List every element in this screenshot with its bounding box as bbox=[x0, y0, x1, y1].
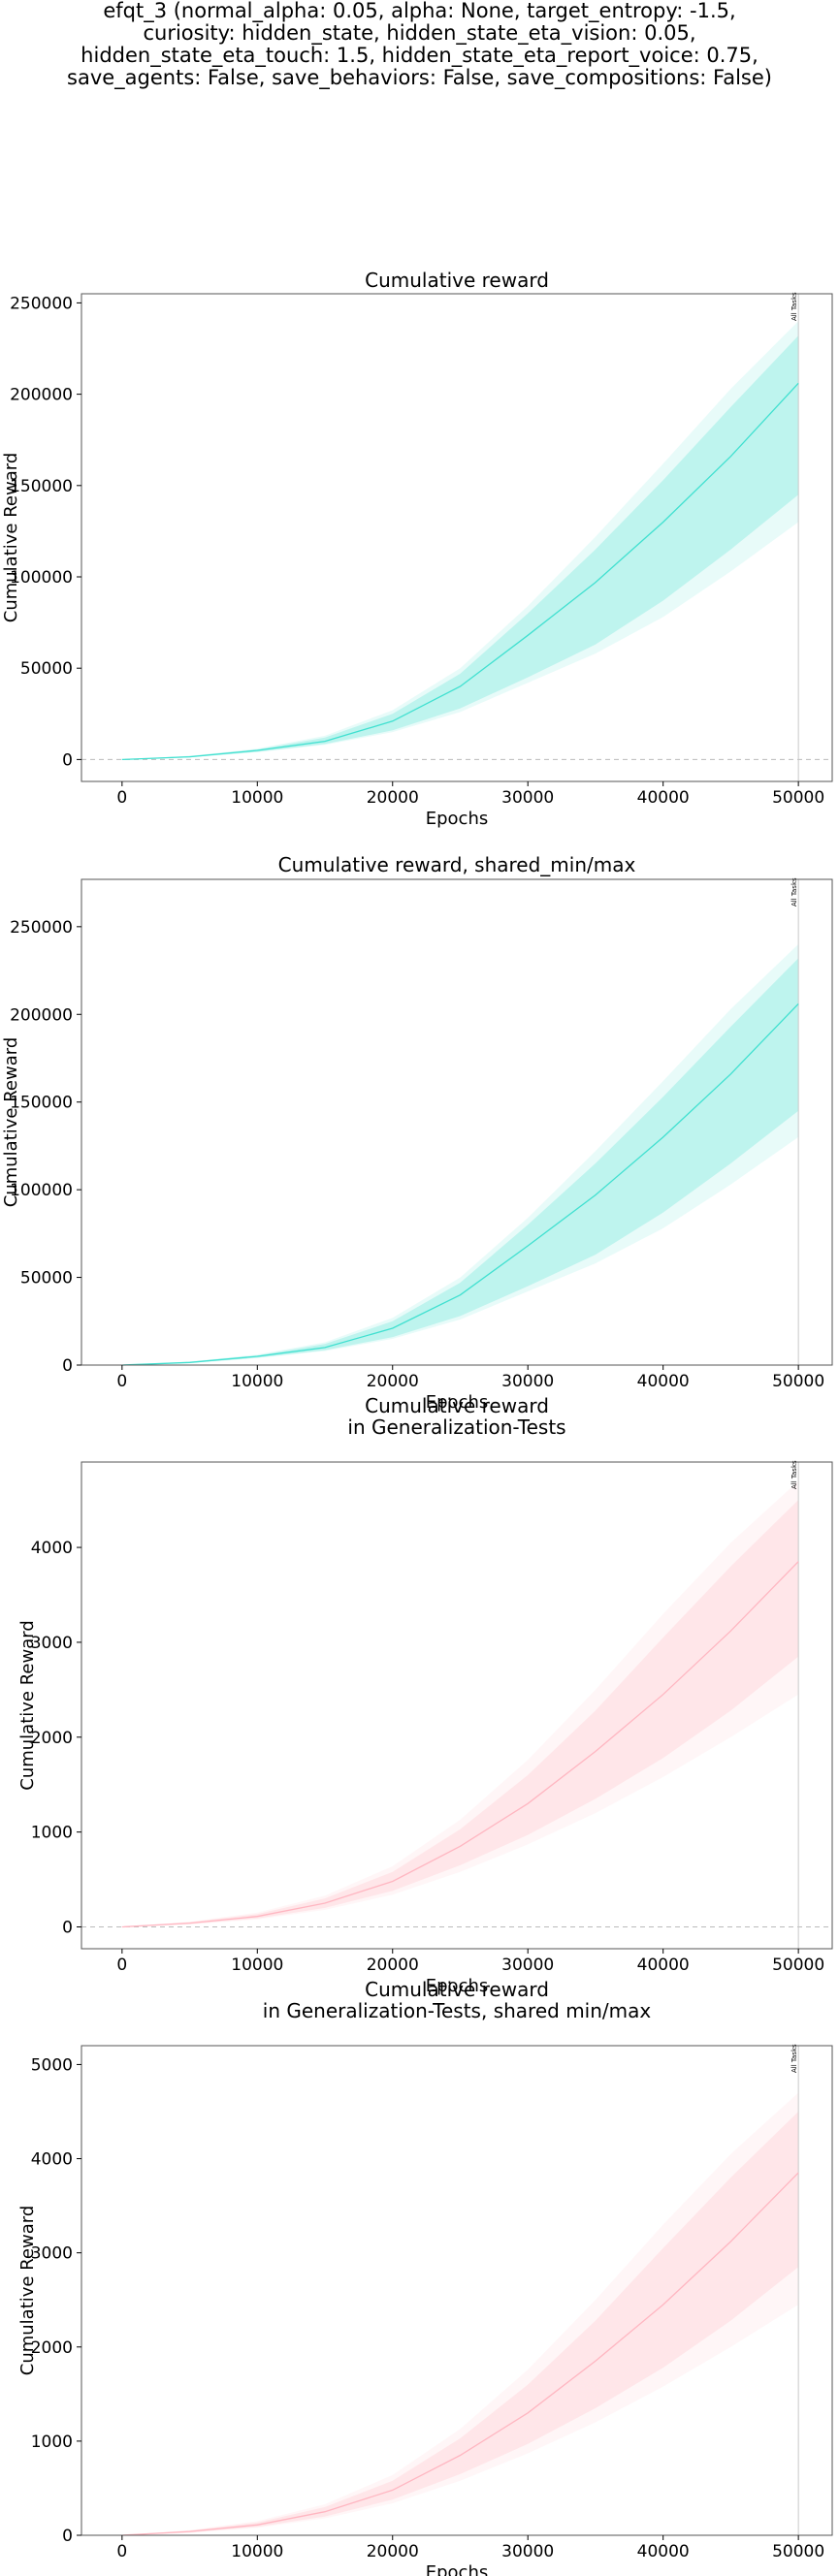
mean-line bbox=[121, 1002, 799, 1366]
minmax-band bbox=[121, 2092, 799, 2535]
x-tick-label: 0 bbox=[116, 1956, 127, 1975]
std-band bbox=[121, 958, 799, 1365]
x-tick-label: 40000 bbox=[637, 1372, 690, 1391]
y-tick-label: 150000 bbox=[10, 477, 73, 496]
x-tick-label: 20000 bbox=[367, 1956, 419, 1975]
y-tick-label: 0 bbox=[62, 1918, 73, 1937]
figure-suptitle: efqt_3 (normal_alpha: 0.05, alpha: None,… bbox=[0, 0, 839, 89]
y-tick-label: 100000 bbox=[10, 1181, 73, 1200]
y-tick-label: 1000 bbox=[31, 2433, 73, 2452]
x-axis-label: Epochs bbox=[426, 1976, 489, 1996]
y-tick-label: 1000 bbox=[31, 1824, 73, 1843]
std-band bbox=[121, 1500, 799, 1927]
mean-line bbox=[121, 382, 799, 761]
y-tick-label: 150000 bbox=[10, 1094, 73, 1113]
x-tick-label: 40000 bbox=[637, 1956, 690, 1975]
x-tick-label: 0 bbox=[116, 1372, 127, 1391]
x-tick-label: 30000 bbox=[501, 1956, 554, 1975]
y-tick-label: 4000 bbox=[31, 2150, 73, 2170]
x-tick-label: 20000 bbox=[367, 788, 419, 808]
suptitle-line: hidden_state_eta_touch: 1.5, hidden_stat… bbox=[81, 44, 758, 67]
suptitle-line: curiosity: hidden_state, hidden_state_et… bbox=[143, 21, 696, 45]
x-tick-label: 30000 bbox=[501, 2542, 554, 2561]
x-axis-label: Epochs bbox=[426, 809, 489, 829]
plot-frame bbox=[81, 1461, 833, 1950]
chart-title: Cumulative reward bbox=[365, 269, 549, 292]
x-tick-label: 50000 bbox=[772, 1956, 824, 1975]
y-axis-label: Cumulative Reward bbox=[17, 1620, 38, 1791]
x-tick-label: 10000 bbox=[231, 1956, 283, 1975]
y-tick-label: 50000 bbox=[20, 659, 73, 679]
y-tick-label: 0 bbox=[62, 1356, 73, 1376]
chart-title: in Generalization-Tests bbox=[347, 1415, 565, 1439]
y-tick-label: 2000 bbox=[31, 1729, 73, 1748]
task-label: All Tasks bbox=[791, 2044, 798, 2073]
mean-line bbox=[121, 1561, 799, 1928]
chart-panel-4: All Tasks 0 10000 20000 30000 40000 50000 0 1000… bbox=[17, 1978, 833, 2576]
y-tick-label: 0 bbox=[62, 2527, 73, 2546]
task-label: All Tasks bbox=[791, 1460, 798, 1489]
suptitle-line: save_agents: False, save_behaviors: Fals… bbox=[67, 66, 772, 89]
x-tick-label: 10000 bbox=[231, 2542, 283, 2561]
plot-frame bbox=[81, 293, 833, 782]
y-tick-label: 3000 bbox=[31, 2244, 73, 2264]
x-tick-label: 50000 bbox=[772, 1372, 824, 1391]
std-band bbox=[121, 335, 799, 760]
y-tick-label: 250000 bbox=[10, 918, 73, 938]
plot-frame bbox=[81, 878, 833, 1366]
suptitle-line: efqt_3 (normal_alpha: 0.05, alpha: None,… bbox=[103, 0, 736, 22]
y-tick-label: 0 bbox=[62, 750, 73, 770]
x-tick-label: 10000 bbox=[231, 788, 283, 808]
y-axis-label: Cumulative Reward bbox=[1, 453, 21, 623]
minmax-band bbox=[121, 321, 799, 760]
task-label: All Tasks bbox=[791, 292, 798, 321]
task-label: All Tasks bbox=[791, 877, 798, 906]
mean-line bbox=[121, 2172, 799, 2536]
y-tick-label: 200000 bbox=[10, 386, 73, 405]
plot-frame bbox=[81, 2045, 833, 2536]
x-axis-label: Epochs bbox=[426, 1392, 489, 1413]
y-tick-label: 5000 bbox=[31, 2055, 73, 2075]
minmax-band bbox=[121, 943, 799, 1365]
y-tick-label: 200000 bbox=[10, 1005, 73, 1025]
y-tick-label: 100000 bbox=[10, 568, 73, 588]
std-band bbox=[121, 2112, 799, 2535]
chart-title: Cumulative reward, shared_min/max bbox=[278, 853, 636, 876]
chart-panel-3: All Tasks 0 10000 20000 30000 40000 50000 0 1000… bbox=[17, 1394, 833, 1996]
x-tick-label: 40000 bbox=[637, 2542, 690, 2561]
x-tick-label: 10000 bbox=[231, 1372, 283, 1391]
y-tick-label: 3000 bbox=[31, 1634, 73, 1653]
y-axis-label: Cumulative Reward bbox=[1, 1037, 21, 1208]
x-tick-label: 0 bbox=[116, 2542, 127, 2561]
chart-panel-2: All Tasks 0 10000 20000 30000 40000 50000 0 5000… bbox=[1, 853, 833, 1413]
y-tick-label: 2000 bbox=[31, 2338, 73, 2358]
x-tick-label: 0 bbox=[116, 788, 127, 808]
y-axis-label: Cumulative Reward bbox=[17, 2206, 38, 2376]
x-tick-label: 50000 bbox=[772, 788, 824, 808]
x-axis-label: Epochs bbox=[426, 2562, 489, 2576]
x-tick-label: 50000 bbox=[772, 2542, 824, 2561]
chart-title: Cumulative reward bbox=[365, 1394, 549, 1417]
chart-title: Cumulative reward bbox=[365, 1978, 549, 2001]
chart-title: in Generalization-Tests, shared min/max bbox=[263, 1999, 652, 2022]
x-tick-label: 20000 bbox=[367, 1372, 419, 1391]
y-tick-label: 50000 bbox=[20, 1269, 73, 1288]
x-tick-label: 40000 bbox=[637, 788, 690, 808]
x-tick-label: 30000 bbox=[501, 788, 554, 808]
chart-panel-1: All Tasks 0 10000 20000 30000 40000 50000 0 5000… bbox=[1, 269, 833, 829]
minmax-band bbox=[121, 1480, 799, 1927]
y-tick-label: 4000 bbox=[31, 1539, 73, 1558]
y-tick-label: 250000 bbox=[10, 294, 73, 313]
x-tick-label: 20000 bbox=[367, 2542, 419, 2561]
x-tick-label: 30000 bbox=[501, 1372, 554, 1391]
